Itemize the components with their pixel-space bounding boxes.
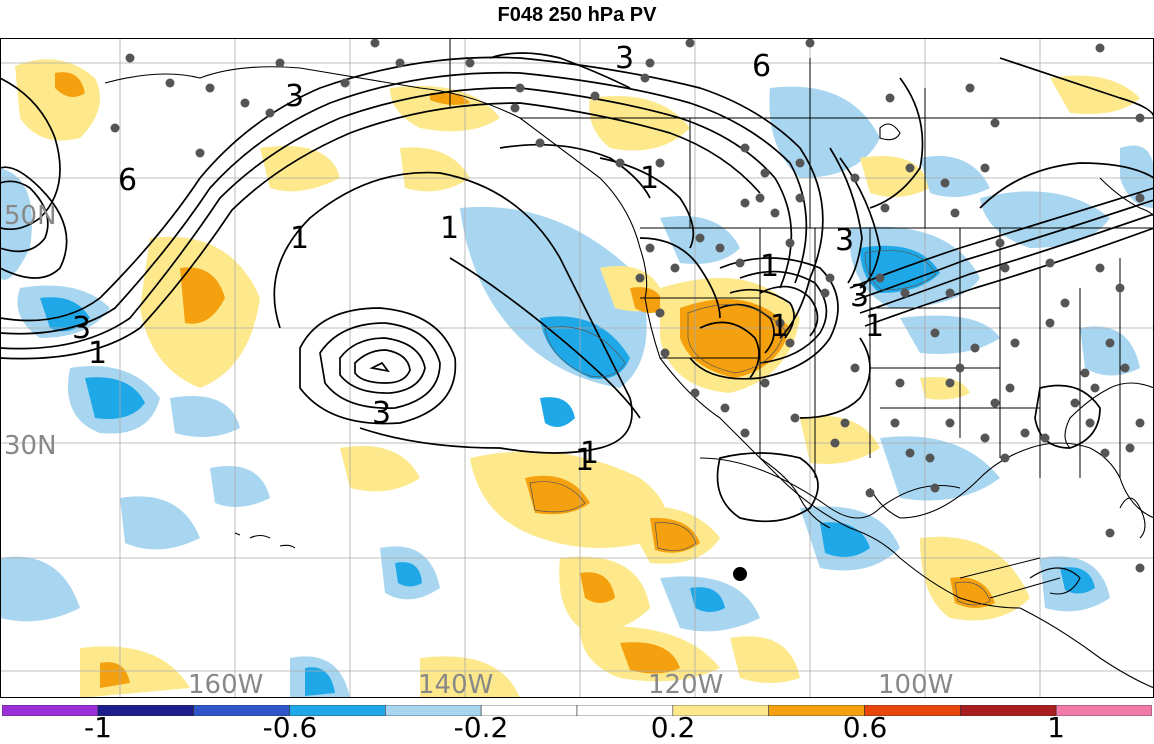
colorbar-tick: 0.6 bbox=[842, 711, 888, 744]
significance-outlines bbox=[529, 250, 991, 606]
contour-label: 1 bbox=[865, 309, 884, 344]
contour-label: 1 bbox=[760, 249, 779, 284]
colorbar-segment bbox=[960, 704, 1057, 717]
colorbar-tick: -1 bbox=[84, 711, 112, 744]
pv-anomaly-shading bbox=[0, 59, 1154, 698]
lon-label-160w: 160W bbox=[188, 670, 263, 698]
lat-label-30n: 30N bbox=[4, 431, 57, 461]
pv-contours bbox=[0, 52, 1154, 523]
contour-label: 3 bbox=[850, 279, 869, 314]
colorbar-tick: -0.2 bbox=[453, 711, 509, 744]
contour-label: 1 bbox=[580, 436, 599, 471]
colorbar bbox=[1, 703, 1153, 717]
contour-label: 3 bbox=[835, 223, 854, 258]
colorbar-tick: -0.6 bbox=[262, 711, 318, 744]
colorbar-segment bbox=[1055, 704, 1153, 717]
colorbar-tick: 1 bbox=[1047, 711, 1065, 744]
colorbar-tick: 0.2 bbox=[650, 711, 696, 744]
lon-label-140w: 140W bbox=[418, 670, 493, 698]
contour-labels: 3 6 6 3 1 1 3 1 1 3 1 1 3 1 1 3 1 bbox=[72, 41, 884, 478]
contour-label: 3 bbox=[285, 79, 304, 114]
contour-label: 6 bbox=[752, 49, 771, 84]
map-title: F048 250 hPa PV bbox=[497, 4, 657, 26]
contour-label: 1 bbox=[88, 336, 107, 371]
contour-label: 1 bbox=[440, 211, 459, 246]
contour-label: 1 bbox=[290, 221, 309, 256]
event-marker bbox=[733, 567, 747, 581]
contour-label: 1 bbox=[770, 309, 789, 344]
lon-label-100w: 100W bbox=[878, 670, 953, 698]
contour-label: 1 bbox=[575, 443, 594, 478]
pv-map: 3 6 6 3 1 1 3 1 1 3 1 1 3 1 1 3 1 50N 30… bbox=[0, 38, 1154, 698]
lon-label-120w: 120W bbox=[648, 670, 723, 698]
colorbar-segment bbox=[97, 704, 194, 717]
contour-label: 3 bbox=[615, 41, 634, 76]
station-markers bbox=[110, 38, 1145, 573]
contour-label: 1 bbox=[640, 161, 659, 196]
contour-label: 6 bbox=[118, 163, 137, 198]
contour-label: 3 bbox=[72, 311, 91, 346]
lat-label-50n: 50N bbox=[4, 201, 57, 231]
contour-label: 3 bbox=[372, 396, 391, 431]
